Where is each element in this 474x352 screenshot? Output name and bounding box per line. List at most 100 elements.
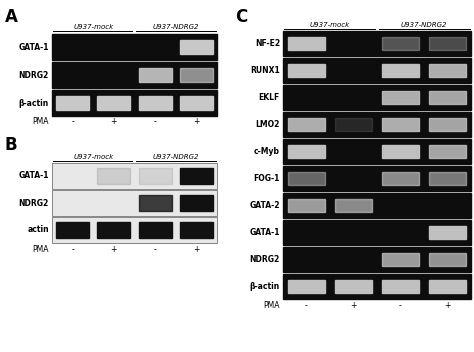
Bar — [288, 280, 325, 293]
Text: RUNX1: RUNX1 — [250, 66, 280, 75]
Text: A: A — [5, 8, 18, 26]
Bar — [52, 163, 217, 189]
Text: NF-E2: NF-E2 — [255, 39, 280, 48]
Text: +: + — [193, 118, 200, 126]
Bar — [382, 37, 419, 50]
Text: GATA-1: GATA-1 — [249, 228, 280, 237]
Bar — [52, 217, 217, 243]
Bar — [283, 58, 471, 83]
Bar — [97, 222, 130, 238]
Bar — [283, 112, 471, 137]
Text: c-Myb: c-Myb — [254, 147, 280, 156]
Text: β-actin: β-actin — [19, 99, 49, 107]
Bar — [382, 118, 419, 131]
Text: GATA-2: GATA-2 — [249, 201, 280, 210]
Bar — [180, 96, 213, 110]
Bar — [97, 168, 130, 184]
Bar — [428, 145, 466, 158]
Bar — [180, 222, 213, 238]
Bar — [288, 199, 325, 212]
Bar — [52, 217, 217, 243]
Text: PMA: PMA — [264, 302, 280, 310]
Bar — [138, 68, 172, 82]
Text: U937-NDRG2: U937-NDRG2 — [153, 154, 199, 160]
Bar — [428, 280, 466, 293]
Bar — [288, 172, 325, 185]
Bar — [428, 37, 466, 50]
Text: -: - — [399, 302, 402, 310]
Text: +: + — [193, 245, 200, 254]
Bar — [382, 172, 419, 185]
Bar — [52, 90, 217, 116]
Bar — [283, 31, 471, 56]
Bar — [56, 96, 89, 110]
Bar — [288, 64, 325, 77]
Text: -: - — [154, 118, 156, 126]
Bar — [97, 96, 130, 110]
Bar — [283, 139, 471, 164]
Text: GATA-1: GATA-1 — [18, 43, 49, 51]
Bar — [428, 226, 466, 239]
Text: -: - — [305, 302, 308, 310]
Text: U937-mock: U937-mock — [73, 24, 113, 30]
Bar — [52, 163, 217, 189]
Bar — [428, 64, 466, 77]
Text: PMA: PMA — [33, 118, 49, 126]
Bar — [180, 40, 213, 54]
Bar — [52, 34, 217, 60]
Text: -: - — [154, 245, 156, 254]
Text: U937-NDRG2: U937-NDRG2 — [401, 22, 447, 28]
Bar — [52, 190, 217, 216]
Bar — [428, 91, 466, 104]
Text: U937-NDRG2: U937-NDRG2 — [153, 24, 199, 30]
Text: +: + — [111, 245, 117, 254]
Bar — [138, 96, 172, 110]
Bar — [283, 193, 471, 218]
Text: EKLF: EKLF — [259, 93, 280, 102]
Bar — [288, 118, 325, 131]
Bar — [283, 166, 471, 191]
Bar — [288, 37, 325, 50]
Bar — [335, 199, 372, 212]
Text: -: - — [71, 245, 74, 254]
Bar — [288, 145, 325, 158]
Text: +: + — [444, 302, 451, 310]
Text: NDRG2: NDRG2 — [250, 255, 280, 264]
Bar — [180, 168, 213, 184]
Text: U937-mock: U937-mock — [73, 154, 113, 160]
Text: LMO2: LMO2 — [255, 120, 280, 129]
Text: β-actin: β-actin — [250, 282, 280, 291]
Text: PMA: PMA — [33, 245, 49, 254]
Bar — [382, 280, 419, 293]
Bar — [428, 118, 466, 131]
Text: +: + — [350, 302, 357, 310]
Bar — [138, 195, 172, 211]
Bar — [382, 145, 419, 158]
Bar — [428, 172, 466, 185]
Bar — [283, 85, 471, 110]
Bar — [283, 247, 471, 272]
Bar — [283, 274, 471, 299]
Text: -: - — [71, 118, 74, 126]
Bar — [283, 220, 471, 245]
Bar — [52, 190, 217, 216]
Text: U937-mock: U937-mock — [310, 22, 350, 28]
Text: FOG-1: FOG-1 — [254, 174, 280, 183]
Bar — [428, 253, 466, 266]
Bar — [180, 68, 213, 82]
Text: NDRG2: NDRG2 — [19, 199, 49, 207]
Text: NDRG2: NDRG2 — [19, 70, 49, 80]
Bar — [138, 222, 172, 238]
Bar — [382, 91, 419, 104]
Text: +: + — [111, 118, 117, 126]
Bar — [180, 195, 213, 211]
Bar — [52, 62, 217, 88]
Text: B: B — [5, 136, 18, 154]
Bar — [382, 64, 419, 77]
Text: GATA-1: GATA-1 — [18, 171, 49, 181]
Text: actin: actin — [27, 226, 49, 234]
Bar — [335, 280, 372, 293]
Text: C: C — [235, 8, 247, 26]
Bar — [56, 222, 89, 238]
Bar — [335, 118, 372, 131]
